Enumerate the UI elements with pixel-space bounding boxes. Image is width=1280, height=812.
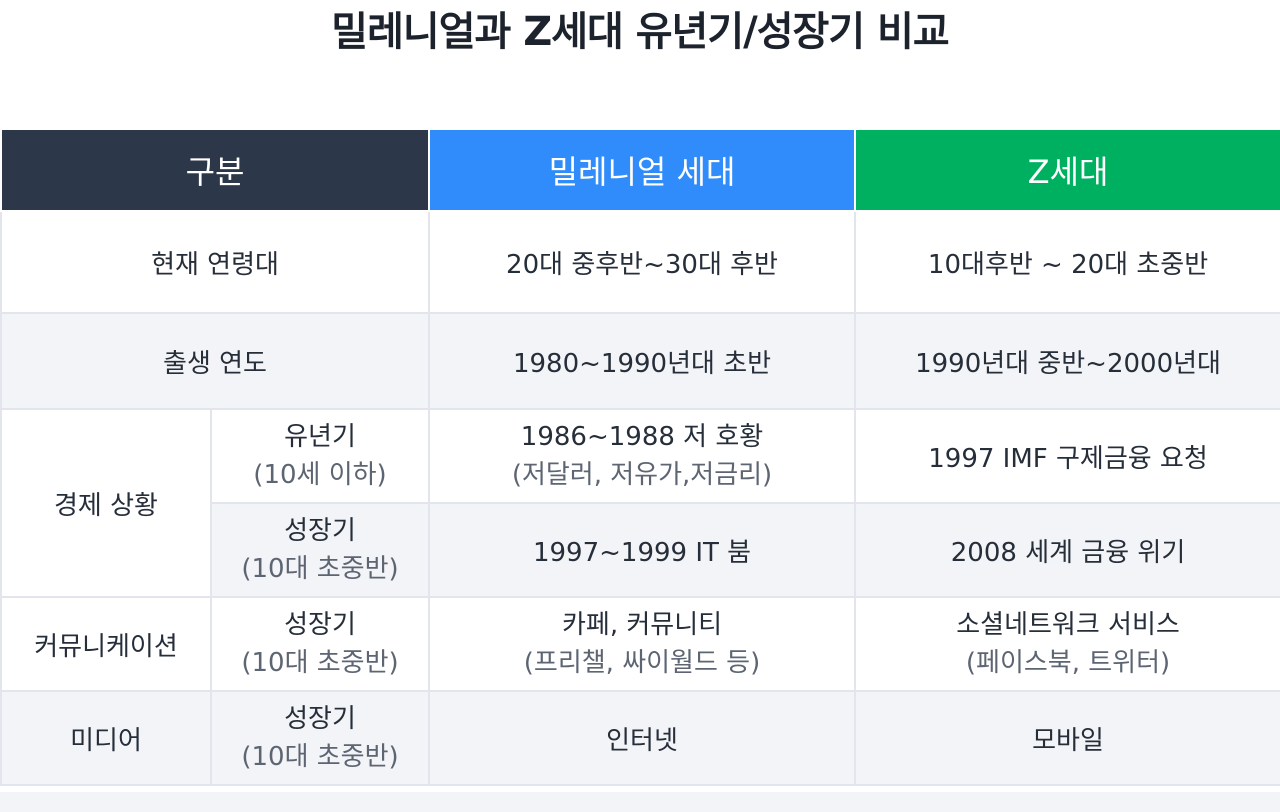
cell-millennial-age: 20대 중후반~30대 후반: [428, 210, 857, 314]
cell-millennial-media: 인터넷: [428, 690, 857, 786]
row-label-birth: 출생 연도: [0, 312, 431, 410]
sub-label-note: (10대 초중반): [241, 554, 399, 584]
cell-note: (프리챌, 싸이월드 등): [523, 648, 761, 678]
cell-text: 소셜네트워크 서비스: [956, 610, 1180, 640]
sub-label-note: (10대 초중반): [241, 648, 399, 678]
sub-label-childhood: 유년기 (10세 이하): [209, 408, 431, 504]
cell-millennial-communication: 카페, 커뮤니티 (프리챌, 싸이월드 등): [428, 596, 857, 692]
cell-note: (저달러, 저유가,저금리): [511, 460, 773, 490]
sub-label-note: (10세 이하): [253, 460, 387, 490]
page-title: 밀레니얼과 Z세대 유년기/성장기 비교: [331, 9, 949, 55]
sub-label-growth: 성장기 (10대 초중반): [209, 502, 431, 598]
table-header-row: 구분 밀레니얼 세대 Z세대: [0, 128, 1280, 212]
sub-label-text: 성장기: [284, 704, 356, 734]
cell-text: 1986~1988 저 호황: [520, 422, 764, 452]
table-row: 출생 연도 1980~1990년대 초반 1990년대 중반~2000년대: [0, 312, 1280, 410]
table-row: 미디어 성장기 (10대 초중반) 인터넷 모바일: [0, 690, 1280, 786]
cell-note: (페이스북, 트위터): [965, 648, 1171, 678]
cell-genz-economy-childhood: 1997 IMF 구제금융 요청: [854, 408, 1280, 504]
cell-genz-media: 모바일: [854, 690, 1280, 786]
cell-text: 카페, 커뮤니티: [561, 610, 723, 640]
table-row: 성장기 (10대 초중반) 1997~1999 IT 붐 2008 세계 금융 …: [1, 502, 1280, 598]
row-label-economy: 경제 상황: [0, 408, 212, 598]
table-row: 현재 연령대 20대 중후반~30대 후반 10대후반 ~ 20대 초중반: [0, 210, 1280, 314]
cell-genz-economy-growth: 2008 세계 금융 위기: [854, 502, 1280, 598]
row-label-media: 미디어: [0, 690, 212, 786]
sub-label-text: 유년기: [284, 422, 356, 452]
table-row: 커뮤니케이션 성장기 (10대 초중반) 카페, 커뮤니티 (프리챌, 싸이월드…: [0, 596, 1280, 692]
table-row: 경제 상황 유년기 (10세 이하) 1986~1988 저 호황 (저달러, …: [0, 408, 1280, 598]
sub-label-text: 성장기: [284, 516, 356, 546]
cell-genz-communication: 소셜네트워크 서비스 (페이스북, 트위터): [854, 596, 1280, 692]
footer-band: [0, 792, 1280, 812]
comparison-table: 구분 밀레니얼 세대 Z세대 현재 연령대 20대 중후반~30대 후반 10대…: [0, 128, 1280, 786]
header-category: 구분: [0, 128, 431, 212]
sub-label-communication-growth: 성장기 (10대 초중반): [209, 596, 431, 692]
sub-label-text: 성장기: [284, 610, 356, 640]
sub-label-note: (10대 초중반): [241, 742, 399, 772]
cell-millennial-economy-childhood: 1986~1988 저 호황 (저달러, 저유가,저금리): [428, 408, 857, 504]
header-millennial: 밀레니얼 세대: [428, 128, 857, 212]
row-label-age: 현재 연령대: [0, 210, 431, 314]
cell-genz-birth: 1990년대 중반~2000년대: [854, 312, 1280, 410]
header-genz: Z세대: [854, 128, 1280, 212]
cell-genz-age: 10대후반 ~ 20대 초중반: [854, 210, 1280, 314]
row-label-communication: 커뮤니케이션: [0, 596, 212, 692]
cell-millennial-economy-growth: 1997~1999 IT 붐: [428, 502, 857, 598]
cell-millennial-birth: 1980~1990년대 초반: [428, 312, 857, 410]
sub-label-media-growth: 성장기 (10대 초중반): [209, 690, 431, 786]
